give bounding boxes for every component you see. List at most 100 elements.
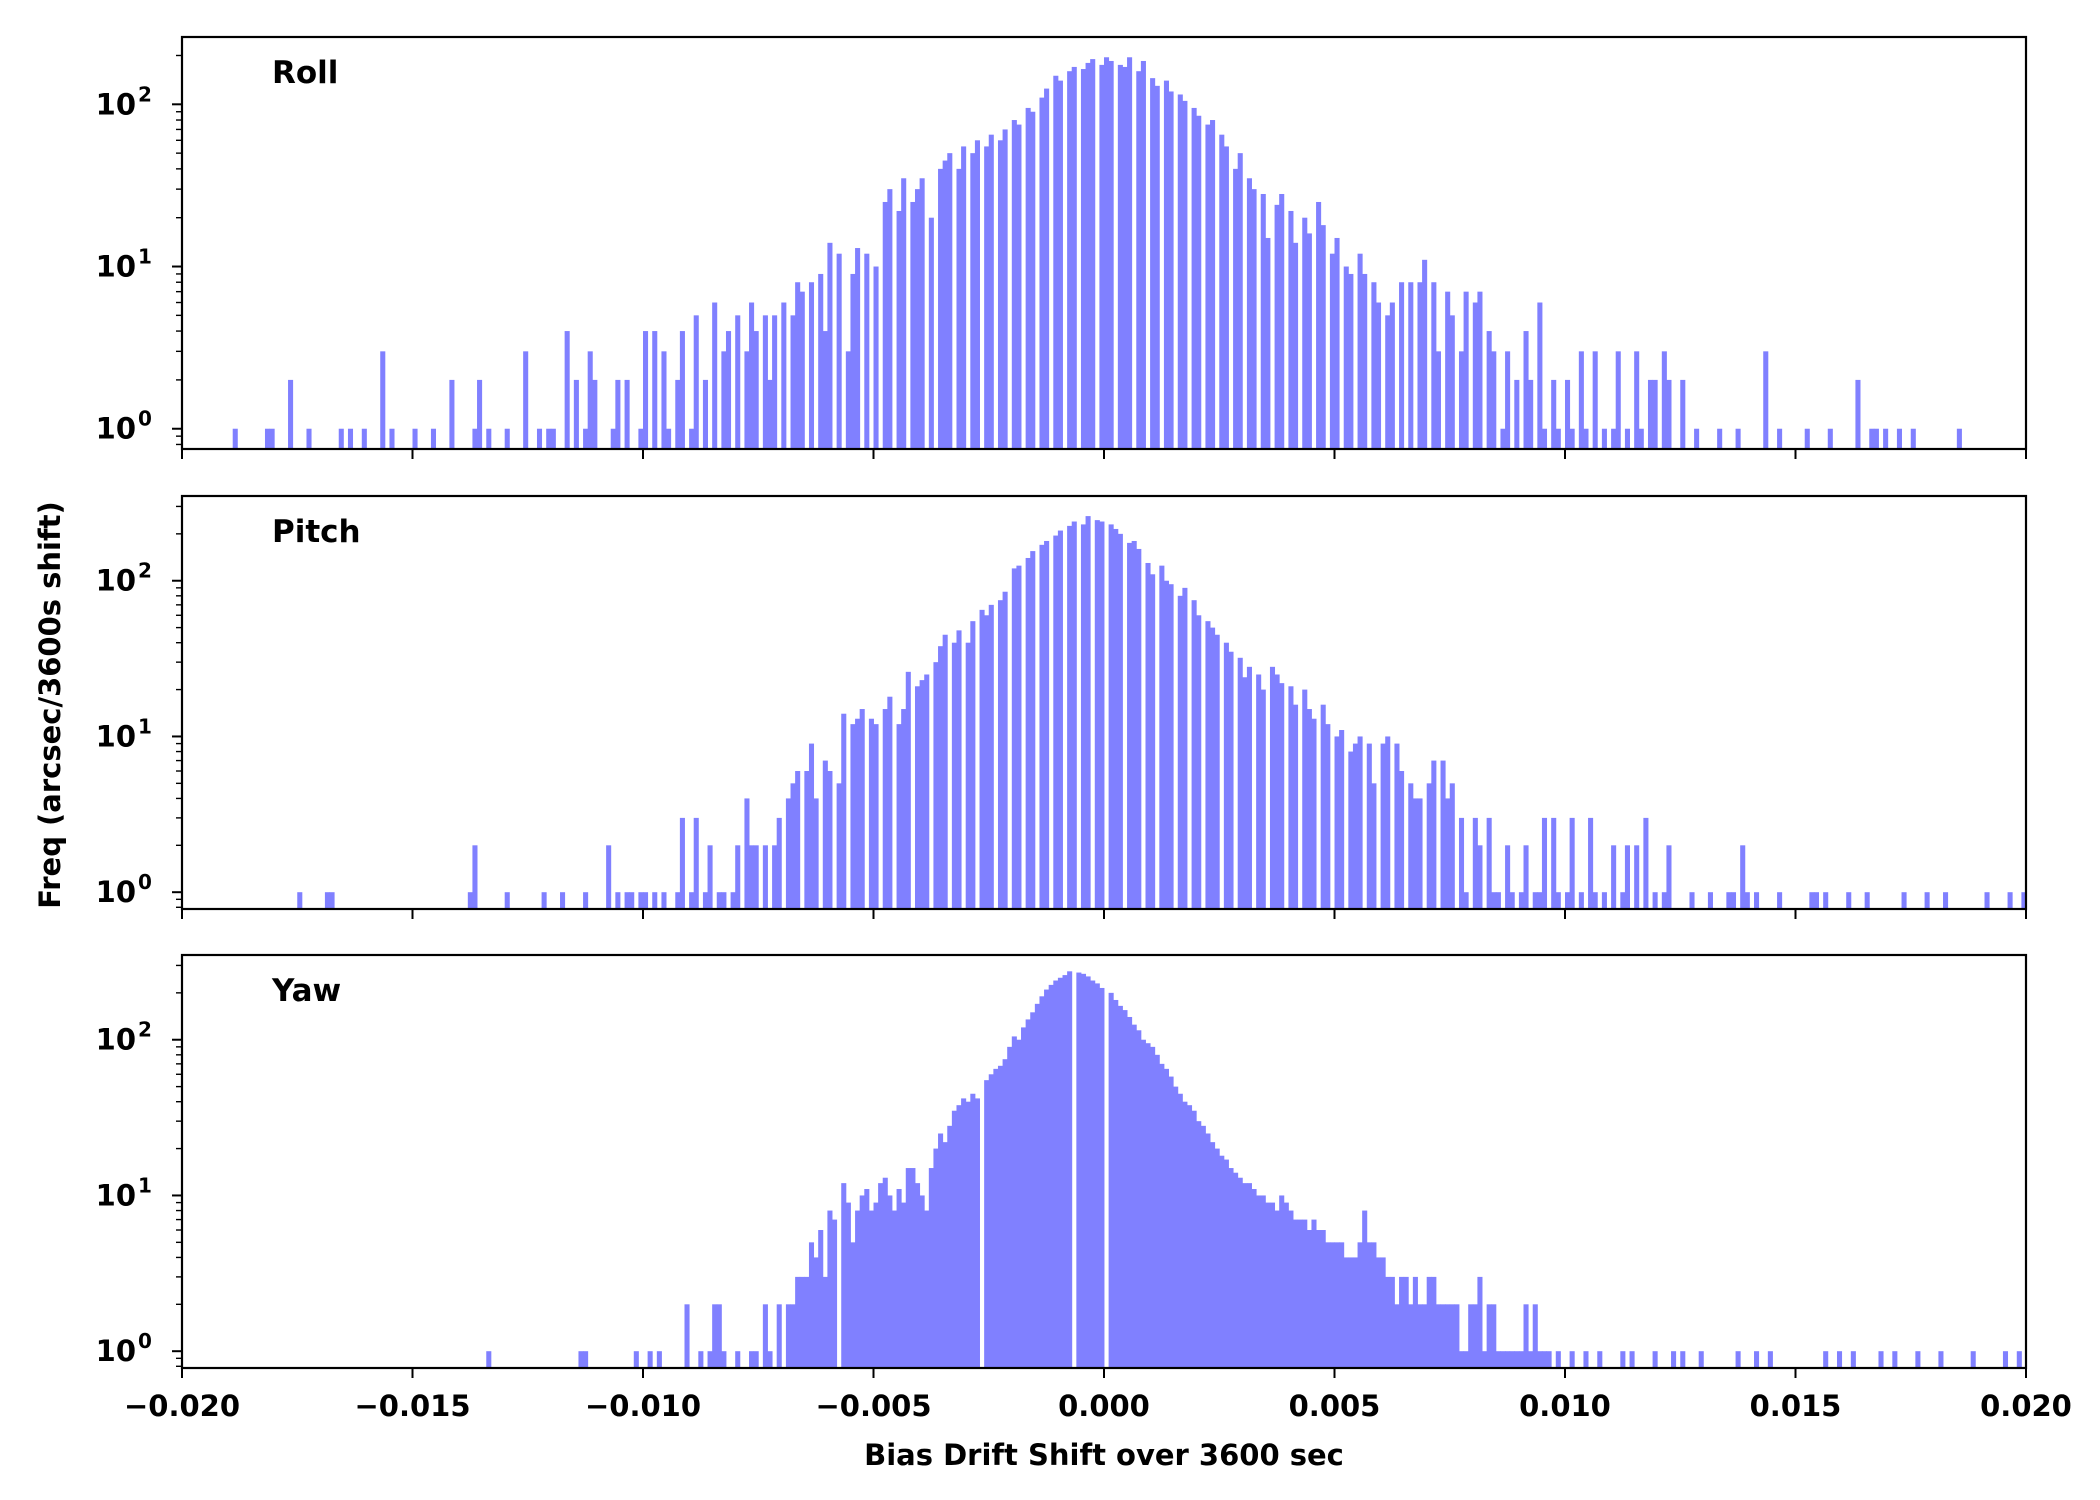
histogram-bar: [1482, 1351, 1488, 1368]
y-tick-label: 10: [96, 250, 136, 284]
y-tick-exponent: 1: [138, 1173, 152, 1197]
histogram-bar: [1537, 892, 1543, 909]
histogram-bar: [1210, 120, 1216, 449]
histogram-bar: [997, 1065, 1004, 1368]
histogram-bar: [882, 1177, 888, 1368]
histogram-bar: [1836, 1351, 1843, 1368]
histogram-bar: [1311, 718, 1317, 909]
histogram-bar: [901, 178, 907, 449]
histogram-bar: [721, 351, 727, 449]
histogram-bar: [647, 1351, 653, 1368]
histogram-bar: [1085, 976, 1091, 1368]
histogram-bar: [1306, 233, 1312, 449]
histogram-bar: [1094, 520, 1100, 909]
histogram-bar: [850, 724, 856, 909]
histogram-bar: [1643, 817, 1649, 909]
histogram-bar: [1233, 168, 1239, 450]
histogram-bar: [578, 1351, 584, 1368]
histogram-bar: [1399, 1276, 1405, 1368]
histogram-bar: [1366, 1242, 1372, 1368]
histogram-bar: [1385, 315, 1391, 449]
histogram-bar: [1615, 351, 1621, 449]
histogram-bar: [938, 646, 944, 909]
histogram-bar: [882, 709, 888, 909]
histogram-bar: [896, 1189, 902, 1368]
histogram-bar: [919, 178, 925, 449]
histogram-bar: [1518, 1351, 1524, 1368]
histogram-bar: [942, 634, 948, 909]
histogram-bar: [1025, 1019, 1031, 1368]
histogram-bar: [1302, 1219, 1308, 1368]
histogram-bar: [1182, 100, 1188, 449]
histogram-bar: [1233, 1172, 1239, 1368]
histogram-bar: [1375, 302, 1382, 449]
histogram-bar: [785, 1304, 791, 1368]
histogram-bar: [1352, 1257, 1359, 1368]
histogram-bar: [1601, 428, 1607, 449]
histogram-bar: [1274, 674, 1280, 909]
histogram-bar: [914, 1183, 921, 1368]
histogram-bar: [564, 331, 570, 449]
histogram-bar: [1984, 892, 1990, 909]
histogram-bar: [1067, 971, 1073, 1368]
histogram-bar: [1730, 892, 1737, 909]
histogram-bar: [1689, 892, 1695, 909]
histogram-bar: [1039, 996, 1045, 1368]
histogram-bar: [1011, 568, 1017, 909]
histogram-bar: [961, 1098, 967, 1368]
histogram-bar: [1555, 1351, 1561, 1368]
histogram-bar: [938, 168, 944, 450]
histogram-bar: [891, 1210, 898, 1368]
histogram-bar: [1431, 760, 1437, 909]
histogram-bar: [467, 892, 473, 909]
histogram-bar: [638, 428, 644, 449]
histogram-bar: [1763, 351, 1769, 449]
histogram-bar: [744, 351, 750, 449]
histogram-bar: [1869, 428, 1875, 449]
histogram-bar: [1956, 428, 1962, 449]
histogram-bar: [1634, 845, 1640, 909]
y-axis-label: Freq (arcsec/3600s shift): [33, 501, 67, 908]
histogram-bar: [1523, 1304, 1529, 1368]
histogram-bar: [1528, 379, 1534, 449]
histogram-bar: [1067, 525, 1073, 909]
histogram-bar: [988, 134, 994, 449]
histogram-bar: [689, 892, 695, 909]
histogram-bar: [1099, 521, 1105, 909]
histogram-bar: [1325, 724, 1331, 909]
histogram-bar: [504, 892, 510, 909]
histogram-bar: [1150, 1046, 1156, 1368]
histogram-bar: [961, 146, 967, 449]
histogram-bar: [1422, 259, 1428, 449]
histogram-bar: [767, 379, 773, 449]
panel-title: Yaw: [271, 973, 341, 1009]
histogram-bar: [1431, 1276, 1437, 1368]
histogram-bar: [818, 273, 824, 449]
histogram-bar: [1352, 743, 1359, 909]
histogram-bar: [449, 379, 455, 449]
histogram-bar: [776, 817, 782, 909]
histogram-bar: [684, 1304, 690, 1368]
histogram-bar: [735, 315, 741, 449]
histogram-bar: [1044, 989, 1050, 1368]
histogram-bar: [749, 845, 755, 909]
histogram-bar: [1163, 80, 1169, 450]
histogram-bar: [1514, 379, 1520, 449]
histogram-bar: [753, 845, 759, 909]
histogram-bar: [1163, 580, 1169, 909]
histogram-bar: [1661, 892, 1667, 909]
histogram-bar: [924, 674, 930, 909]
histogram-bar: [1293, 704, 1299, 909]
histogram-bar: [1915, 1351, 1921, 1368]
histogram-bar: [1477, 845, 1483, 909]
histogram-bar: [919, 1195, 925, 1368]
histogram-bar: [1878, 1351, 1884, 1368]
histogram-bar: [1279, 1195, 1285, 1368]
histogram-bar: [1062, 975, 1068, 1368]
histogram-bar: [808, 282, 815, 449]
histogram-bar: [1445, 291, 1451, 449]
histogram-bar: [1551, 379, 1557, 449]
histogram-bar: [1435, 351, 1441, 449]
histogram-bar: [988, 604, 994, 909]
histogram-bar: [1578, 351, 1584, 449]
